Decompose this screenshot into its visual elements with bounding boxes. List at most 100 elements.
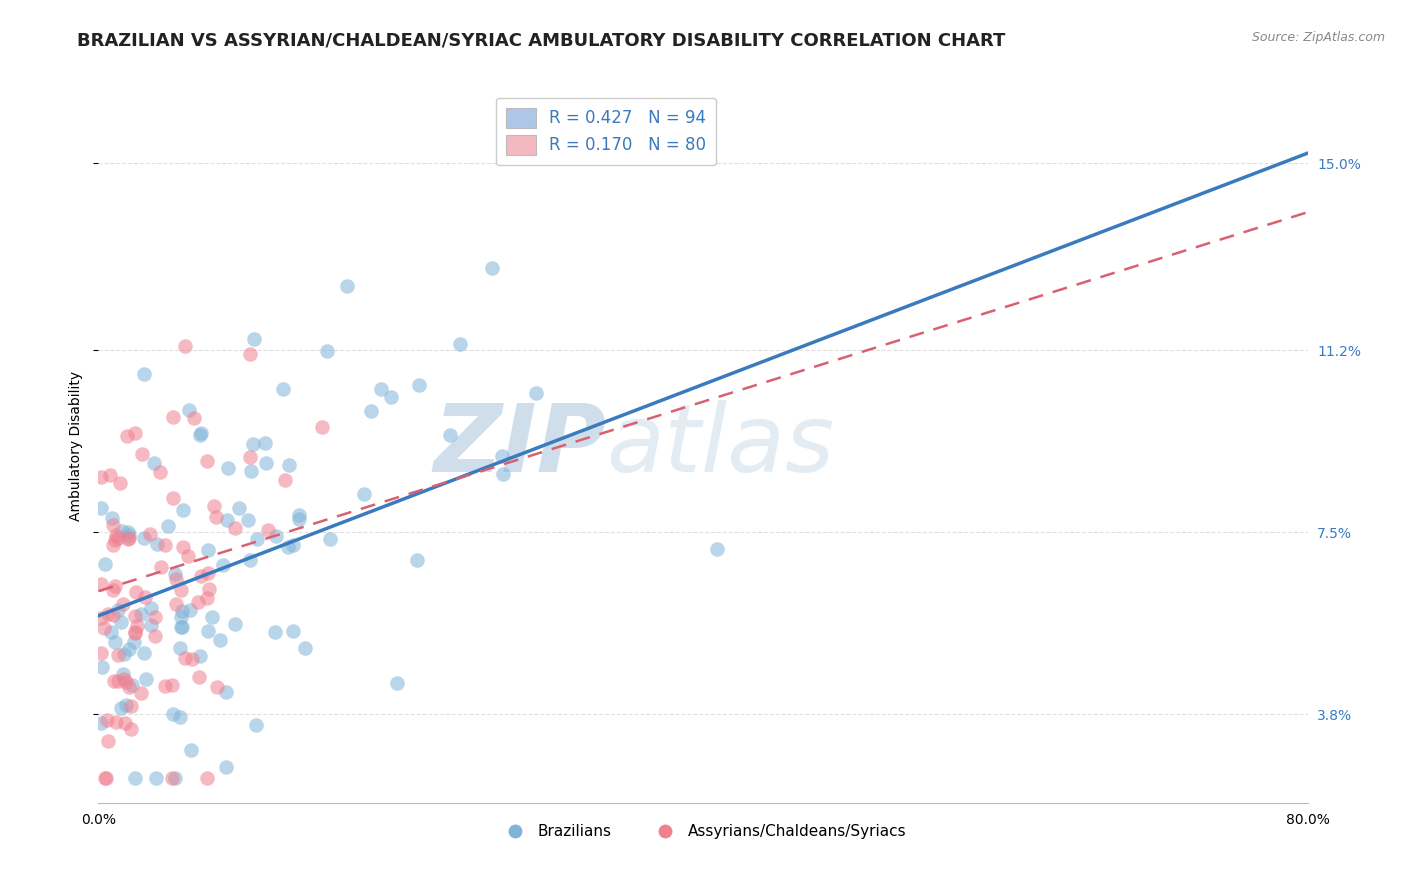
Point [177,549,200,563]
Point [141,601,163,615]
Point [149,465,172,479]
Point [94,557,117,571]
Point [153,679,176,693]
Point [160,678,183,692]
Point [245,718,267,732]
Point [336,278,359,293]
Point [107,648,129,662]
Point [134,590,156,604]
Point [110,700,132,714]
Point [90,646,112,660]
Point [195,453,218,467]
Point [174,650,197,665]
Point [142,456,165,470]
Point [104,579,127,593]
Point [94,771,117,785]
Point [202,500,225,514]
Point [190,569,212,583]
Point [169,641,191,656]
Legend: Brazilians, Assyrians/Chaldeans/Syriacs: Brazilians, Assyrians/Chaldeans/Syriacs [494,818,912,845]
Point [98,468,121,483]
Point [197,624,219,638]
Point [271,383,294,397]
Point [107,532,129,546]
Point [101,511,124,525]
Point [172,502,194,516]
Point [101,517,124,532]
Point [195,591,218,605]
Point [288,508,311,522]
Point [190,426,212,441]
Point [160,771,183,785]
Point [93,620,115,634]
Point [215,685,238,699]
Point [228,500,250,515]
Point [224,617,246,632]
Point [166,572,188,586]
Text: atlas: atlas [606,401,835,491]
Point [114,715,136,730]
Point [107,603,129,617]
Point [90,576,112,591]
Point [405,552,427,566]
Point [124,624,146,639]
Point [170,619,193,633]
Point [131,607,153,621]
Point [264,529,287,543]
Point [170,610,193,624]
Point [111,524,134,538]
Point [201,610,224,624]
Point [163,566,186,581]
Point [187,670,209,684]
Point [101,582,124,597]
Point [96,713,118,727]
Point [180,743,202,757]
Point [491,449,513,463]
Point [211,558,233,572]
Point [117,524,139,539]
Point [169,710,191,724]
Point [112,673,135,687]
Point [239,347,262,361]
Point [124,771,146,785]
Point [111,666,134,681]
Point [153,538,176,552]
Point [254,457,277,471]
Text: ZIP: ZIP [433,400,606,492]
Point [170,604,193,618]
Point [157,518,180,533]
Point [197,542,219,557]
Y-axis label: Ambulatory Disability: Ambulatory Disability [69,371,83,521]
Point [110,615,132,630]
Point [135,672,157,686]
Point [172,620,194,634]
Point [103,608,125,623]
Point [97,607,120,621]
Point [101,538,124,552]
Point [117,532,139,546]
Point [179,603,201,617]
Point [107,673,129,688]
Point [408,377,430,392]
Point [197,566,219,581]
Point [288,511,311,525]
Point [253,435,276,450]
Point [277,458,299,473]
Point [198,582,221,596]
Point [187,595,209,609]
Point [264,625,287,640]
Point [105,714,128,729]
Point [120,698,142,713]
Point [108,475,131,490]
Point [104,533,127,548]
Point [118,528,141,542]
Point [315,344,337,359]
Point [183,411,205,425]
Point [319,533,342,547]
Point [105,528,128,542]
Point [127,619,149,633]
Point [134,531,156,545]
Point [143,610,166,624]
Point [281,624,304,638]
Point [163,771,186,785]
